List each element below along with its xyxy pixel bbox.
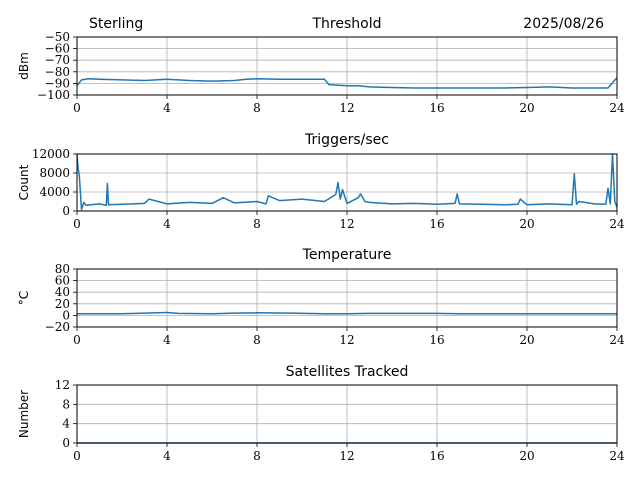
x-tick-label: 8 (253, 449, 261, 463)
report-date: 2025/08/26 (523, 16, 604, 32)
y-tick-label: 0 (62, 308, 70, 322)
y-axis-label: °C (17, 291, 31, 305)
x-tick-label: 20 (519, 217, 534, 231)
x-tick-label: 16 (429, 101, 444, 115)
y-tick-label: 12000 (32, 147, 70, 161)
y-tick-label: 80 (55, 262, 70, 276)
x-tick-label: 4 (163, 101, 171, 115)
x-tick-label: 24 (609, 333, 625, 347)
chart-title: Temperature (302, 247, 392, 263)
y-tick-label: 12 (55, 378, 70, 392)
chart-title: Triggers/sec (304, 132, 389, 148)
x-tick-label: 20 (519, 333, 534, 347)
y-tick-label: −90 (45, 76, 70, 90)
x-tick-label: 24 (609, 449, 625, 463)
y-tick-label: 4 (62, 417, 70, 431)
chart-panel: 0 4 8 12 16 20 24 −100−90−80−70−60−50 Threshold d… (17, 16, 625, 115)
y-tick-label: −60 (45, 42, 70, 56)
x-tick-label: 0 (73, 217, 81, 231)
x-tick-label: 0 (73, 333, 81, 347)
y-tick-label: −100 (37, 88, 70, 102)
y-tick-label: 40 (55, 285, 70, 299)
y-tick-label: 8000 (39, 166, 70, 180)
station-name: Sterling (89, 16, 143, 32)
x-tick-label: 12 (339, 449, 354, 463)
x-tick-label: 16 (429, 217, 444, 231)
x-tick-label: 20 (519, 101, 534, 115)
y-tick-label: 60 (55, 274, 70, 288)
series-line (77, 153, 617, 211)
y-tick-label: 20 (55, 297, 70, 311)
y-tick-label: −70 (45, 53, 70, 67)
x-tick-label: 12 (339, 333, 354, 347)
x-tick-label: 8 (253, 333, 261, 347)
x-tick-label: 24 (609, 217, 625, 231)
series-line (77, 77, 617, 89)
x-tick-label: 20 (519, 449, 534, 463)
chart-title: Threshold (312, 16, 382, 32)
y-tick-label: 8 (62, 397, 70, 411)
y-axis-label: dBm (17, 52, 31, 80)
x-tick-label: 8 (253, 217, 261, 231)
x-tick-label: 12 (339, 217, 354, 231)
y-tick-label: 4000 (39, 185, 70, 199)
y-axis-label: Count (17, 164, 31, 200)
x-tick-label: 0 (73, 449, 81, 463)
x-tick-label: 24 (609, 101, 625, 115)
y-tick-label: −50 (45, 30, 70, 44)
x-tick-label: 4 (163, 449, 171, 463)
x-tick-label: 0 (73, 101, 81, 115)
x-tick-label: 16 (429, 449, 444, 463)
x-tick-label: 4 (163, 333, 171, 347)
x-tick-label: 12 (339, 101, 354, 115)
x-tick-label: 8 (253, 101, 261, 115)
x-tick-label: 4 (163, 217, 171, 231)
x-tick-label: 16 (429, 333, 444, 347)
y-axis-label: Number (17, 390, 31, 438)
y-tick-label: −80 (45, 65, 70, 79)
y-tick-label: 0 (62, 436, 70, 450)
series-line (77, 311, 617, 315)
chart-panel: 0 4 8 12 16 20 24 0 4 8 12 Satellites Tracked Number (17, 364, 625, 463)
chart-panels: 0 4 8 12 16 20 24 −100−90−80−70−60−50 Threshold d… (17, 16, 625, 463)
chart-panel: 0 4 8 12 16 20 24 0 4000 8000 12000 Triggers/sec Cou… (17, 132, 625, 231)
y-tick-label: 0 (62, 204, 70, 218)
chart-title: Satellites Tracked (286, 364, 409, 380)
y-tick-label: −20 (45, 320, 70, 334)
